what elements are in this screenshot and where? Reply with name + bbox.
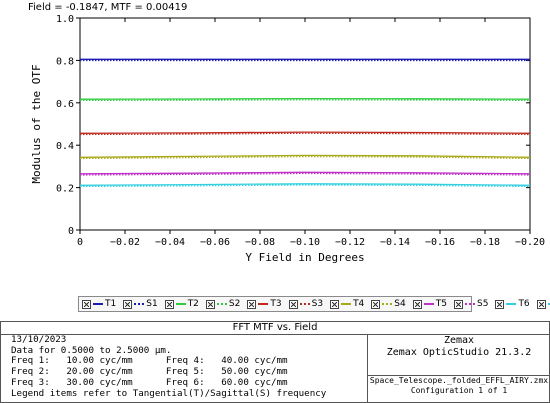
legend-item-s4[interactable]: S4 (368, 299, 406, 309)
legend-label: T3 (270, 299, 282, 309)
series-s5 (79, 172, 531, 176)
x-tick-label: −0.02 (110, 237, 140, 248)
legend-swatch (382, 303, 393, 305)
legend-label: S2 (228, 299, 241, 309)
info-panel: FFT MTF vs. Field 13/10/2023 Data for 0.5… (0, 321, 550, 403)
legend-swatch (216, 303, 227, 305)
legend-label: T2 (187, 299, 199, 309)
legend-label: T5 (435, 299, 447, 309)
series-s3 (79, 132, 531, 136)
legend-swatch (175, 303, 186, 305)
legend-swatch (134, 303, 145, 305)
cursor-readout: Field = -0.1847, MTF = 0.00419 (28, 2, 188, 13)
series-s6 (79, 184, 531, 188)
legend-swatch (93, 303, 103, 305)
series-t2 (79, 97, 531, 100)
series-s2 (79, 99, 531, 101)
x-tick-label: −0.14 (380, 237, 410, 248)
legend-swatch (464, 303, 475, 305)
legend-label: T4 (353, 299, 365, 309)
legend-item-s1[interactable]: S1 (120, 299, 158, 309)
y-tick-label: 1.0 (56, 14, 74, 25)
series-t3 (79, 131, 531, 134)
mtf-plot[interactable]: 0 −0.02 −0.04 −0.06 −0.08 −0.10 −0.12 −0.14 −0.1… (0, 0, 550, 295)
y-tick-label: 0.8 (56, 56, 74, 67)
y-tick-label: 0.4 (56, 141, 74, 152)
panel-title: FFT MTF vs. Field (1, 322, 549, 335)
legend-item-s6[interactable]: S6 (534, 299, 550, 309)
checkbox-icon[interactable] (330, 299, 340, 309)
file-info: Space_Telescope._folded_EFFL_AIRY.zmx Co… (368, 376, 550, 396)
company-name: Zemax (443, 335, 475, 346)
checkbox-icon[interactable] (205, 299, 215, 309)
freq-row: Freq 1: 10.00 cyc/mm Freq 4: 40.00 cyc/m… (11, 355, 288, 367)
series-t4 (79, 154, 531, 158)
legend-swatch (341, 303, 352, 305)
legend-label: S3 (311, 299, 324, 309)
checkbox-icon[interactable] (453, 299, 463, 309)
x-tick-label: −0.12 (335, 237, 365, 248)
legend-item-t6[interactable]: T6 (492, 299, 530, 309)
x-tick-label: −0.10 (290, 237, 320, 248)
x-tick-label: −0.04 (155, 237, 185, 248)
plot-frame (79, 17, 531, 231)
legend-label: S1 (146, 299, 158, 309)
legend-item-t3[interactable]: T3 (244, 299, 282, 309)
freq-row: Freq 2: 20.00 cyc/mm Freq 5: 50.00 cyc/m… (11, 366, 288, 378)
x-axis-label: Y Field in Degrees (245, 251, 364, 264)
legend-label: T6 (518, 299, 530, 309)
checkbox-icon[interactable] (495, 299, 505, 309)
checkbox-icon[interactable] (164, 299, 174, 309)
checkbox-icon[interactable] (288, 299, 298, 309)
checkbox-icon[interactable] (371, 299, 381, 309)
checkbox-icon[interactable] (536, 299, 546, 309)
checkbox-icon[interactable] (123, 299, 133, 309)
legend-item-s2[interactable]: S2 (203, 299, 240, 309)
series-t6 (79, 183, 531, 186)
y-axis-label: Modulus of the OTF (30, 64, 43, 183)
series-t5 (79, 171, 531, 175)
legend-swatch (423, 303, 434, 305)
freq-row: Freq 3: 30.00 cyc/mm Freq 6: 60.00 cyc/m… (11, 376, 288, 388)
x-tick-label: −0.16 (425, 237, 455, 248)
configuration-text: Configuration 1 of 1 (410, 386, 508, 395)
file-name: Space_Telescope._folded_EFFL_AIRY.zmx (369, 376, 549, 385)
legend-swatch (299, 303, 310, 305)
legend-swatch (547, 303, 550, 305)
legend-note: Legend items refer to Tangential(T)/Sagi… (11, 387, 327, 399)
x-tick-label: −0.20 (515, 237, 545, 248)
y-tick-label: 0 (68, 226, 74, 237)
legend-swatch (258, 303, 269, 305)
software-box: Zemax Zemax OpticStudio 21.3.2 Space_Tel… (367, 335, 550, 402)
y-tick-label: 0.6 (56, 99, 74, 110)
legend-label: S4 (394, 299, 406, 309)
x-tick-label: 0 (77, 237, 83, 248)
software-info: Zemax Zemax OpticStudio 21.3.2 (368, 335, 550, 376)
x-tick-label: −0.18 (470, 237, 500, 248)
series-s4 (79, 155, 531, 160)
x-tick-label: −0.08 (245, 237, 275, 248)
checkbox-icon[interactable] (412, 299, 422, 309)
legend-item-t5[interactable]: T5 (410, 299, 447, 309)
y-tick-label: 0.2 (56, 184, 74, 195)
legend-swatch (506, 303, 517, 305)
legend-item-s3[interactable]: S3 (286, 299, 323, 309)
x-tick-label: −0.06 (200, 237, 230, 248)
info-left: 13/10/2023 Data for 0.5000 to 2.5000 µm. F… (11, 334, 327, 399)
legend-item-s5[interactable]: S5 (451, 299, 488, 309)
checkbox-icon[interactable] (82, 299, 91, 309)
legend-item-t2[interactable]: T2 (162, 299, 199, 309)
data-range-text: Data for 0.5000 to 2.5000 µm. (11, 344, 172, 356)
checkbox-icon[interactable] (247, 299, 257, 309)
legend-label: S5 (476, 299, 489, 309)
legend-label: T1 (105, 299, 117, 309)
product-name: Zemax OpticStudio 21.3.2 (386, 347, 532, 358)
legend-item-t4[interactable]: T4 (327, 299, 364, 309)
legend: T1 S1 T2 S2 T3 S3 T4 S4 T5 S5 T6 S6 (78, 296, 550, 312)
legend-item-t1[interactable]: T1 (79, 299, 116, 309)
date-text: 13/10/2023 (11, 334, 67, 345)
